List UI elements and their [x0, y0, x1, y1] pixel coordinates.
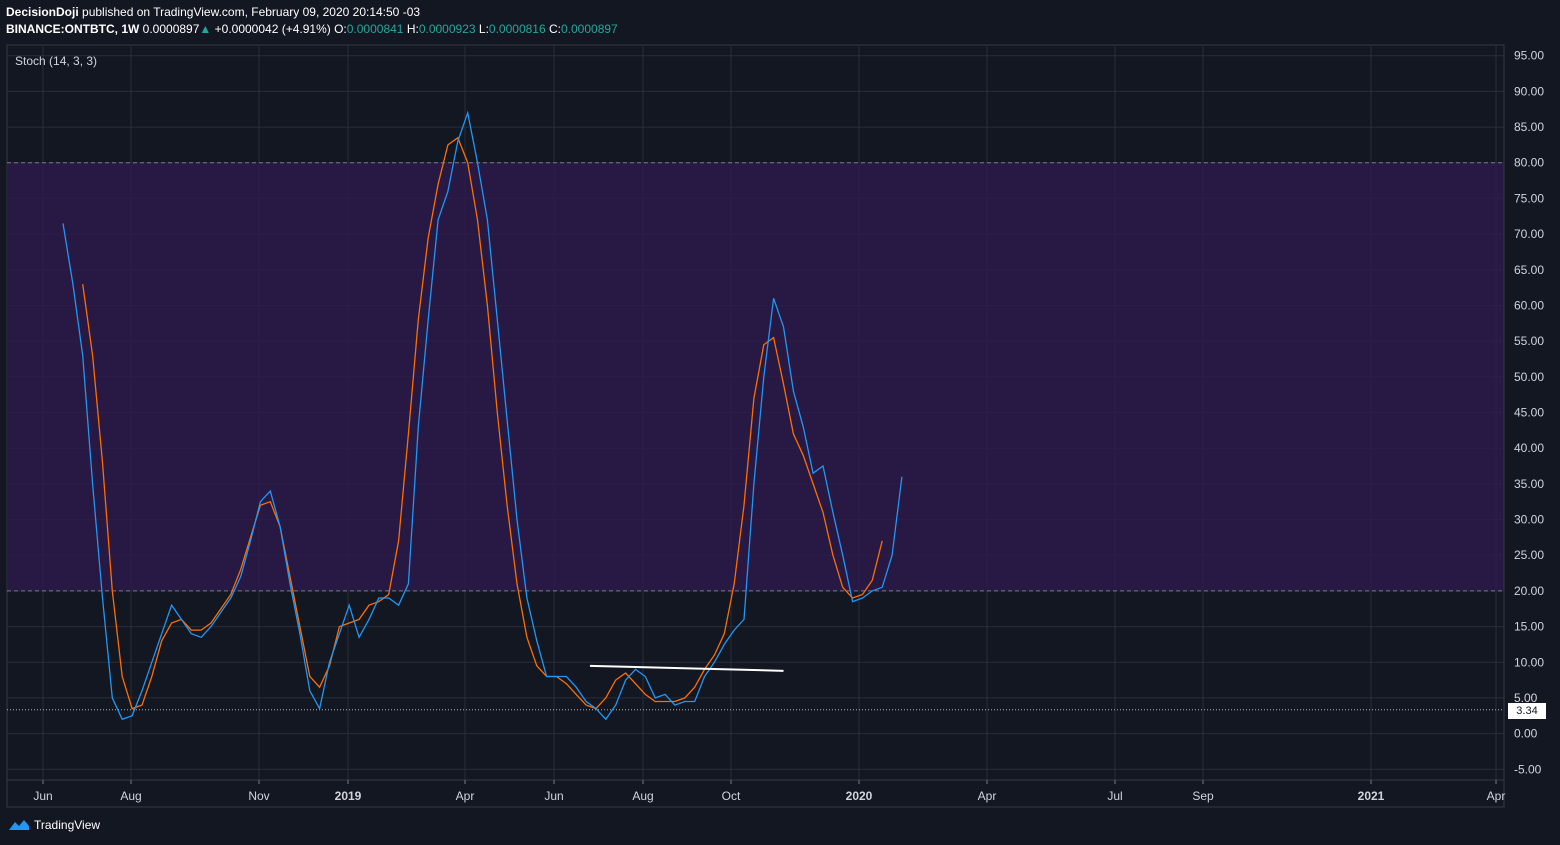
x-tick-label: Aug — [120, 789, 141, 803]
price-axis[interactable]: 95.00 90.00 85.00 80.00 75.00 70.00 65.00 60.00… — [1514, 49, 1544, 777]
y-tick-label: 20.00 — [1514, 584, 1544, 598]
y-tick-label: 60.00 — [1514, 298, 1544, 312]
price-change: +0.0000042 (+4.91%) — [214, 22, 331, 36]
x-tick-label: 2019 — [335, 789, 362, 803]
x-tick-label: Sep — [1192, 789, 1214, 803]
x-tick-label: Jun — [544, 789, 563, 803]
y-tick-label: 45.00 — [1514, 406, 1544, 420]
x-tick-label: Aug — [632, 789, 653, 803]
open-label: O: — [334, 22, 347, 36]
y-tick-label: 15.00 — [1514, 620, 1544, 634]
x-tick-label: Jul — [1107, 789, 1122, 803]
high-label: H: — [406, 22, 419, 36]
y-tick-label: 80.00 — [1514, 156, 1544, 170]
y-tick-label: 75.00 — [1514, 191, 1544, 205]
tradingview-logo-icon — [9, 820, 29, 830]
x-tick-label: Apr — [456, 789, 475, 803]
x-tick-label: Apr — [978, 789, 997, 803]
last-value-tag: 3.34 — [1508, 703, 1546, 719]
open-value: 0.0000841 — [346, 22, 404, 36]
high-value: 0.0000923 — [418, 22, 476, 36]
y-tick-label: 25.00 — [1514, 548, 1544, 562]
up-arrow-icon: ▲ — [199, 22, 212, 36]
publish-line: DecisionDoji published on TradingView.co… — [6, 4, 618, 21]
y-tick-label: 70.00 — [1514, 227, 1544, 241]
d-series-line[interactable] — [82, 136, 883, 710]
x-tick-label: Apr — [1487, 789, 1506, 803]
y-tick-label: -5.00 — [1514, 762, 1542, 776]
k-series-line[interactable] — [62, 110, 903, 721]
symbol-label[interactable]: BINANCE:ONTBTC, 1W — [6, 22, 140, 36]
author-name[interactable]: DecisionDoji — [6, 5, 79, 19]
low-value: 0.0000816 — [488, 22, 546, 36]
x-tick-label: Jun — [33, 789, 52, 803]
y-tick-label: 0.00 — [1514, 727, 1538, 741]
y-tick-label: 55.00 — [1514, 334, 1544, 348]
indicator-label[interactable]: Stoch (14, 3, 3) — [15, 54, 97, 68]
x-tick-label: Nov — [248, 789, 269, 803]
y-tick-label: 95.00 — [1514, 49, 1544, 63]
y-tick-label: 40.00 — [1514, 441, 1544, 455]
chart-header: DecisionDoji published on TradingView.co… — [6, 4, 618, 38]
y-tick-label: 90.00 — [1514, 84, 1544, 98]
trend-annotation-line[interactable] — [589, 664, 784, 672]
low-label: L: — [478, 22, 489, 36]
y-tick-label: 85.00 — [1514, 120, 1544, 134]
x-tick-label: 2020 — [846, 789, 873, 803]
y-tick-label: 10.00 — [1514, 655, 1544, 669]
close-value: 0.0000897 — [561, 22, 618, 36]
x-tick-label: 2021 — [1358, 789, 1385, 803]
y-tick-label: 30.00 — [1514, 513, 1544, 527]
last-price: 0.0000897 — [142, 22, 200, 36]
footer-brand[interactable]: TradingView — [8, 818, 100, 832]
y-tick-label: 35.00 — [1514, 477, 1544, 491]
ohlc-line: BINANCE:ONTBTC, 1W 0.0000897▲ +0.0000042… — [6, 21, 618, 38]
close-label: C: — [549, 22, 561, 36]
x-tick-label: Oct — [722, 789, 741, 803]
brand-name: TradingView — [34, 818, 101, 832]
y-tick-label: 50.00 — [1514, 370, 1544, 384]
y-tick-label: 5.00 — [1514, 691, 1538, 705]
time-axis[interactable]: Jun Aug Nov 2019 Apr Jun Aug Oct 2020 Apr Jul Sep 20… — [33, 780, 1505, 803]
overbought-oversold-band — [7, 162, 1504, 591]
published-text: published on TradingView.com, February 0… — [82, 5, 421, 19]
y-tick-label: 65.00 — [1514, 263, 1544, 277]
